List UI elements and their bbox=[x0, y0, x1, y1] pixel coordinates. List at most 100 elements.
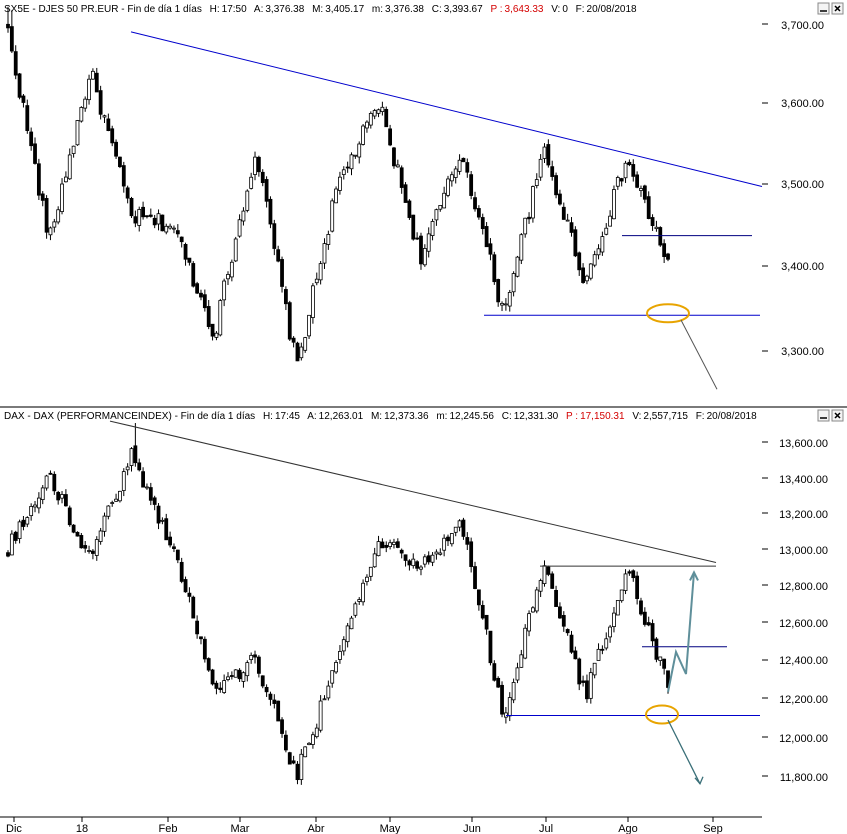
y-tick: 3,500.00 bbox=[781, 179, 824, 191]
candle-body bbox=[446, 536, 450, 542]
candle-body bbox=[565, 629, 570, 634]
candle-body bbox=[565, 219, 570, 222]
candle-body bbox=[476, 589, 481, 606]
candle-body bbox=[129, 197, 134, 217]
candle-body bbox=[608, 215, 613, 227]
candle-body bbox=[523, 627, 528, 659]
sx5e-y-axis: 3,700.00 3,600.00 3,500.00 3,400.00 3,30… bbox=[781, 20, 824, 358]
candle-body bbox=[79, 535, 84, 549]
candle-body bbox=[148, 487, 153, 501]
candle-body bbox=[222, 280, 227, 301]
candle-body bbox=[554, 590, 558, 607]
candle-body bbox=[496, 677, 501, 688]
candle-body bbox=[534, 179, 539, 186]
candle-body bbox=[357, 599, 362, 602]
candle-body bbox=[345, 166, 350, 169]
candle-body bbox=[40, 193, 45, 201]
candle-body bbox=[307, 742, 311, 746]
candle-body bbox=[256, 156, 261, 173]
candle-body bbox=[608, 626, 613, 638]
candle-body bbox=[314, 727, 319, 738]
candle-body bbox=[581, 267, 585, 283]
candle-body bbox=[604, 638, 609, 649]
candle-body bbox=[264, 686, 269, 693]
candle-body bbox=[175, 230, 180, 235]
candle-body bbox=[484, 614, 489, 630]
candle-body bbox=[442, 537, 447, 551]
sx5e-candles bbox=[6, 6, 670, 362]
candle-body bbox=[399, 549, 404, 554]
candle-body bbox=[511, 682, 516, 701]
dax-projection-up-arrow bbox=[667, 572, 695, 693]
candle-body bbox=[52, 221, 57, 228]
candle-body bbox=[106, 505, 111, 517]
candle-body bbox=[411, 558, 416, 567]
candle-body bbox=[392, 147, 396, 167]
candle-body bbox=[388, 542, 393, 547]
candle-body bbox=[546, 566, 551, 575]
candle-body bbox=[118, 156, 122, 168]
candle-body bbox=[542, 565, 547, 584]
candle-body bbox=[554, 175, 558, 196]
sx5e-header: SX5E - DJES 50 PR.EUR - Fin de día 1 día… bbox=[4, 4, 637, 15]
y-tick: 13,400.00 bbox=[779, 474, 828, 486]
candle-body bbox=[330, 200, 335, 232]
candle-body bbox=[36, 163, 41, 196]
candle-body bbox=[63, 176, 68, 183]
candle-body bbox=[199, 292, 203, 298]
candle-body bbox=[380, 541, 385, 549]
x-tick-label: Feb bbox=[159, 823, 178, 834]
candle-body bbox=[56, 209, 61, 223]
candle-body bbox=[534, 589, 539, 612]
y-tick: 11,800.00 bbox=[780, 772, 828, 784]
candle-body bbox=[581, 680, 585, 683]
candle-body bbox=[619, 178, 624, 182]
candle-body bbox=[507, 292, 512, 307]
candle-body bbox=[307, 314, 311, 337]
candle-body bbox=[642, 611, 647, 625]
candle-body bbox=[334, 662, 338, 673]
candle-body bbox=[303, 746, 308, 758]
candle-body bbox=[145, 215, 149, 218]
candle-body bbox=[260, 171, 265, 184]
y-tick: 12,600.00 bbox=[779, 618, 828, 630]
candle-body bbox=[384, 108, 389, 128]
candle-body bbox=[13, 531, 18, 541]
sx5e-panel-controls[interactable] bbox=[817, 2, 844, 15]
candle-body bbox=[376, 541, 381, 557]
candle-body bbox=[25, 517, 30, 525]
candle-body bbox=[218, 300, 223, 336]
candle-body bbox=[642, 185, 647, 200]
candle-body bbox=[407, 200, 412, 218]
candle-body bbox=[94, 539, 99, 556]
x-axis: Dic 18 Feb Mar Abr May Jun Jul Ago Sep bbox=[6, 817, 723, 834]
candle-body bbox=[612, 189, 616, 220]
candle-body bbox=[465, 537, 470, 545]
candle-body bbox=[473, 197, 477, 210]
candle-body bbox=[33, 143, 37, 164]
candle-body bbox=[283, 289, 288, 305]
candle-body bbox=[623, 162, 628, 179]
candle-body bbox=[36, 497, 41, 509]
candle-body bbox=[588, 672, 593, 699]
candle-body bbox=[434, 209, 439, 221]
candle-body bbox=[519, 234, 524, 261]
candle-body bbox=[276, 700, 281, 722]
candle-body bbox=[654, 638, 659, 660]
dax-projection-down-arrowhead bbox=[694, 776, 704, 786]
candle-body bbox=[280, 719, 284, 734]
candle-body bbox=[399, 167, 404, 188]
candle-body bbox=[623, 573, 628, 591]
candle-body bbox=[577, 658, 582, 685]
candle-body bbox=[550, 166, 555, 177]
candle-body bbox=[507, 697, 512, 717]
candle-body bbox=[214, 682, 219, 689]
candle-body bbox=[237, 219, 242, 237]
candle-body bbox=[172, 546, 176, 549]
candle-body bbox=[457, 159, 462, 172]
candle-body bbox=[531, 186, 535, 219]
candle-body bbox=[345, 625, 350, 643]
dax-panel-controls[interactable] bbox=[817, 409, 844, 422]
candle-body bbox=[299, 346, 304, 359]
